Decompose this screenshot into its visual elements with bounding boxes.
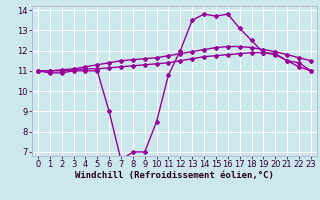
X-axis label: Windchill (Refroidissement éolien,°C): Windchill (Refroidissement éolien,°C)	[75, 171, 274, 180]
